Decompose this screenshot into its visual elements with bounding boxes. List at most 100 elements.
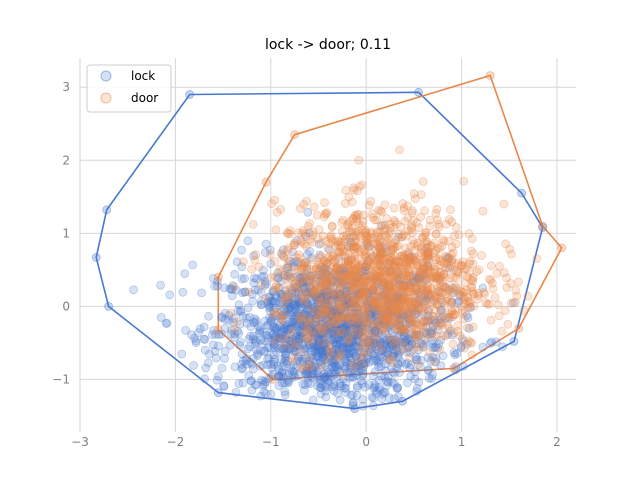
point-lock [359, 347, 369, 357]
point-lock [274, 364, 284, 374]
point-door [402, 262, 412, 272]
point-lock [342, 357, 352, 367]
point-lock [270, 354, 280, 364]
point-lock [379, 309, 389, 319]
point-door [364, 200, 374, 210]
point-lock [250, 318, 260, 328]
hull-vertex-point-lock [397, 396, 407, 406]
point-lock [404, 296, 414, 306]
point-lock [348, 390, 358, 400]
point-lock [347, 358, 357, 368]
point-door [350, 284, 360, 294]
point-door [431, 208, 441, 218]
points-layer [91, 71, 567, 414]
hull-vertex-point-door [449, 363, 459, 373]
point-lock [331, 312, 341, 322]
point-door [407, 228, 417, 238]
point-lock [352, 330, 362, 340]
hull-vertex-point-lock [213, 388, 223, 398]
point-lock [380, 366, 390, 376]
point-lock [330, 335, 340, 344]
point-lock [335, 339, 345, 349]
point-lock [280, 349, 290, 359]
point-lock [404, 314, 414, 324]
point-lock [334, 299, 344, 308]
point-lock [279, 324, 289, 334]
point-door [458, 270, 468, 280]
point-lock [249, 278, 259, 288]
point-lock [303, 337, 313, 346]
point-lock [339, 267, 349, 277]
point-lock [405, 336, 415, 346]
point-lock [347, 277, 357, 286]
point-lock [354, 327, 364, 337]
point-door [348, 223, 357, 233]
point-lock [399, 280, 409, 290]
point-lock [301, 363, 311, 372]
point-lock [308, 343, 318, 353]
point-lock [335, 395, 345, 405]
point-door [250, 255, 260, 265]
point-lock [380, 351, 390, 361]
point-lock [339, 317, 349, 327]
point-lock [357, 359, 367, 369]
point-lock [402, 347, 412, 357]
point-lock [246, 376, 256, 386]
point-door [493, 300, 503, 310]
point-lock [336, 289, 346, 299]
point-lock [335, 284, 345, 294]
point-lock [235, 337, 245, 347]
point-lock [240, 287, 250, 297]
point-lock [304, 276, 314, 286]
point-door [339, 272, 348, 282]
point-lock [220, 323, 230, 333]
legend-box [86, 64, 172, 113]
point-lock [307, 322, 317, 332]
point-lock [384, 296, 394, 306]
point-lock [419, 270, 429, 280]
point-door [338, 215, 348, 225]
point-lock [244, 371, 254, 381]
point-lock [383, 300, 393, 310]
point-lock [381, 344, 391, 354]
point-door [460, 343, 470, 353]
point-door [306, 328, 316, 338]
point-lock [370, 367, 380, 377]
point-lock [364, 329, 374, 339]
point-lock [281, 349, 291, 358]
point-lock [322, 312, 332, 322]
point-door [468, 322, 478, 332]
point-door [238, 257, 248, 267]
point-lock [328, 289, 338, 299]
point-lock [199, 334, 209, 344]
point-lock [411, 355, 421, 365]
point-lock [346, 301, 356, 311]
point-lock [377, 394, 387, 404]
point-lock [393, 350, 403, 360]
point-lock [420, 289, 430, 299]
point-lock [329, 381, 339, 391]
point-lock [353, 323, 363, 333]
point-lock [269, 342, 279, 352]
point-door [350, 237, 359, 247]
point-lock [402, 310, 412, 320]
point-lock [436, 335, 446, 345]
point-door [464, 259, 474, 269]
point-door [435, 318, 445, 328]
point-lock [463, 313, 473, 323]
point-lock [189, 333, 199, 343]
point-lock [343, 256, 353, 266]
point-lock [445, 263, 455, 273]
point-door [322, 277, 332, 287]
point-lock [400, 338, 410, 348]
point-lock [280, 390, 290, 400]
point-lock [329, 362, 339, 372]
point-door [448, 248, 458, 258]
point-door [355, 354, 365, 364]
point-lock [298, 356, 308, 366]
point-lock [367, 392, 377, 402]
point-lock [290, 306, 300, 316]
point-lock [423, 316, 433, 326]
point-lock [321, 320, 331, 330]
point-lock [339, 336, 349, 346]
